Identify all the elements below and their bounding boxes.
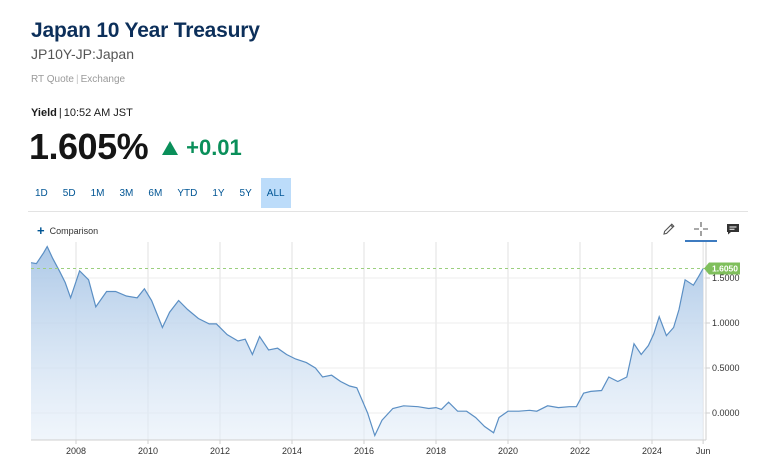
current-value-label: 1.6050 [712, 264, 738, 274]
separator: | [58, 107, 62, 119]
x-tick-label: 2016 [354, 446, 374, 456]
pencil-icon [663, 223, 675, 235]
x-tick-label: 2010 [138, 446, 158, 456]
range-button-6m[interactable]: 6M [148, 187, 163, 199]
range-button-1y[interactable]: 1Y [212, 187, 225, 199]
last-price: 1.605% [29, 126, 149, 167]
range-button-5y[interactable]: 5Y [239, 187, 252, 199]
comparison-label: Comparison [49, 226, 99, 236]
x-tick-label: 2014 [282, 446, 302, 456]
quote-source: RT Quote | Exchange [31, 74, 125, 85]
plus-icon: + [37, 223, 45, 238]
current-value-badge [704, 262, 740, 275]
yield-label: Yield [31, 107, 57, 119]
quote-timestamp-row: Yield | 10:52 AM JST [31, 107, 133, 119]
y-tick-label: 0.5000 [712, 363, 740, 373]
page-title: Japan 10 Year Treasury [31, 19, 260, 42]
range-button-3m[interactable]: 3M [119, 187, 134, 199]
comment-icon [727, 224, 739, 235]
separator: | [76, 74, 79, 85]
comment-tool-button[interactable] [721, 218, 745, 240]
y-tick-label: 1.0000 [712, 318, 740, 328]
symbol-label: JP10Y-JP:Japan [31, 46, 134, 62]
range-button-1m[interactable]: 1M [90, 187, 105, 199]
price-row: 1.605% +0.01 [29, 125, 242, 169]
divider [28, 211, 748, 212]
x-tick-label: 2024 [642, 446, 662, 456]
yield-chart[interactable]: 2008 2010 2012 2014 2016 2018 2020 2022 2024 Jun 1… [0, 240, 763, 470]
up-arrow-icon [162, 141, 179, 155]
range-button-ytd[interactable]: YTD [177, 187, 198, 199]
x-tick-label: 2022 [570, 446, 590, 456]
exchange-label: Exchange [80, 74, 126, 85]
quote-type: RT Quote [31, 74, 74, 85]
crosshair-tool-button[interactable] [685, 218, 717, 242]
crosshair-icon [694, 222, 708, 236]
range-button-all[interactable]: ALL [260, 178, 291, 208]
change-value: +0.01 [186, 135, 242, 160]
price-change: +0.01 [162, 135, 242, 161]
comparison-button[interactable]: + Comparison [37, 223, 99, 238]
x-tick-label: Jun [696, 446, 711, 456]
y-tick-label: 0.0000 [712, 408, 740, 418]
x-tick-label: 2012 [210, 446, 230, 456]
range-button-1d[interactable]: 1D [35, 187, 48, 199]
y-tick-label: 1.5000 [712, 273, 740, 283]
yield-area [31, 246, 704, 440]
time-range-selector: 1D 5D 1M 3M 6M YTD 1Y 5Y ALL [29, 178, 294, 208]
x-tick-label: 2018 [426, 446, 446, 456]
x-tick-label: 2020 [498, 446, 518, 456]
range-button-5d[interactable]: 5D [62, 187, 76, 199]
yield-line [30, 245, 704, 438]
x-tick-label: 2008 [66, 446, 86, 456]
draw-tool-button[interactable] [657, 218, 681, 240]
quote-time: 10:52 AM JST [63, 107, 133, 119]
